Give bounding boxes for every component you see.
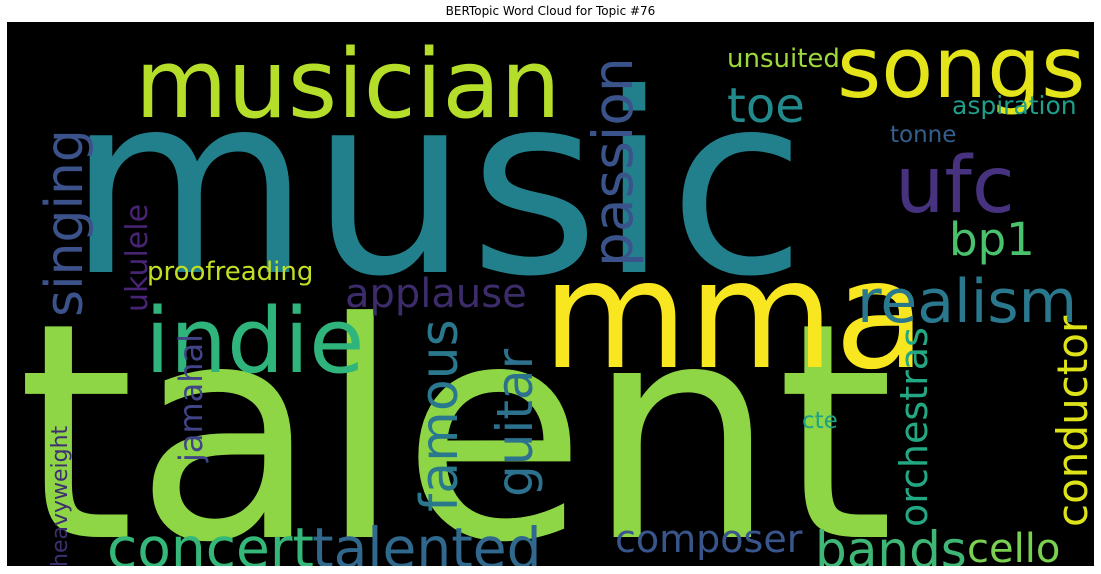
word-ukulele: ukulele	[120, 204, 155, 312]
word-songs: songs	[837, 22, 1085, 118]
word-orchestras: orchestras	[892, 327, 936, 527]
word-talent: talent	[17, 259, 894, 566]
word-toe: toe	[727, 78, 805, 134]
word-musician: musician	[135, 30, 561, 140]
word-realism: realism	[857, 267, 1077, 337]
word-bp1: bp1	[949, 213, 1035, 266]
word-singing: singing	[35, 129, 95, 317]
word-guitar: guitar	[486, 348, 544, 497]
word-applause: applause	[345, 271, 527, 317]
word-conductor: conductor	[1048, 315, 1094, 527]
chart-title: BERTopic Word Cloud for Topic #76	[445, 4, 656, 18]
word-heavyweight: heavyweight	[48, 425, 73, 566]
word-cello: cello	[967, 526, 1060, 566]
word-concert: concert	[107, 516, 314, 566]
word-mma: mma	[542, 229, 926, 403]
word-famous: famous	[410, 319, 470, 512]
word-aspiration: aspiration	[952, 91, 1077, 120]
word-tonne: tonne	[890, 122, 956, 148]
word-bands: bands	[815, 521, 967, 566]
word-music: music	[67, 40, 806, 331]
word-ufc: ufc	[895, 141, 1015, 231]
word-composer: composer	[615, 517, 803, 561]
word-talented: talented	[312, 516, 542, 566]
word-passion: passion	[581, 57, 645, 267]
word-cte: cte	[802, 408, 838, 434]
word-unsuited: unsuited	[727, 44, 840, 74]
word-cloud: music talent mma songs musician indie ufc reali…	[7, 22, 1094, 566]
word-proofreading: proofreading	[147, 257, 313, 287]
word-jamahal: jamahal	[172, 334, 210, 463]
word-indie: indie	[145, 289, 365, 394]
